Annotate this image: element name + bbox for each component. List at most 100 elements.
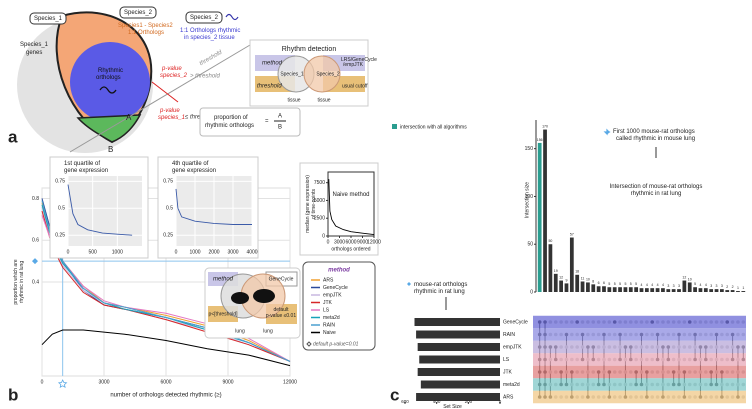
line: Species_1 bbox=[20, 42, 49, 48]
bar bbox=[687, 282, 692, 292]
orthologs-label: Species1 - Species2 1:1 Orthologs bbox=[118, 23, 173, 36]
line: Species1 - Species2 bbox=[118, 23, 173, 29]
legend-label: Naive bbox=[323, 330, 336, 336]
value-label: 19 bbox=[554, 269, 558, 273]
legend-swatch bbox=[392, 124, 397, 129]
line: Naive method bbox=[332, 192, 369, 198]
default: default p-value ≤0.01 bbox=[266, 307, 296, 319]
line: proportion which are bbox=[13, 259, 19, 305]
methods-list: LRS/GeneCycle/empJTK bbox=[341, 57, 377, 68]
value-label: 4 bbox=[705, 283, 707, 287]
value-label: 3 bbox=[721, 284, 723, 288]
value-label: 3 bbox=[678, 284, 680, 288]
line: Intersection of mouse-rat orthologs bbox=[610, 184, 703, 190]
value-label: 4 bbox=[657, 283, 659, 287]
method-diagram: method GeneCycle p<[threshold] default p-… bbox=[204, 267, 301, 339]
star-marker bbox=[57, 379, 68, 389]
x-tick-label: 4000 bbox=[246, 249, 257, 255]
bar bbox=[596, 286, 601, 292]
value-label: 18 bbox=[575, 270, 579, 274]
region-b: B bbox=[108, 145, 113, 154]
tissue: tissue bbox=[287, 97, 300, 103]
species-label: Species_2 bbox=[124, 10, 153, 16]
value-label: 6 bbox=[603, 281, 605, 285]
line: Rhythmic bbox=[98, 68, 123, 74]
value-label: 3 bbox=[716, 284, 718, 288]
bar bbox=[602, 286, 606, 292]
bar bbox=[553, 273, 558, 292]
line: p-value ≤0.01 bbox=[266, 313, 296, 319]
bar bbox=[416, 393, 500, 401]
bar bbox=[677, 289, 681, 292]
value-label: 2 bbox=[732, 285, 734, 289]
value-label: 12 bbox=[682, 275, 686, 279]
x-axis-label: orthologs ordered bbox=[331, 246, 370, 252]
y-tick-label: 0.25 bbox=[163, 233, 173, 239]
series-line bbox=[41, 329, 291, 367]
series-line bbox=[175, 188, 252, 225]
matrix-row bbox=[533, 315, 746, 329]
pvalue-2: p-value species_2 bbox=[160, 66, 188, 79]
annotation: First 1000 mouse-rat orthologs called rhy… bbox=[613, 129, 695, 142]
value-label: 10 bbox=[688, 277, 692, 281]
value-label: 4 bbox=[651, 283, 653, 287]
line: gene expression bbox=[64, 168, 108, 174]
matrix-row bbox=[533, 328, 746, 341]
bar bbox=[655, 288, 660, 292]
upset-annotations: First 1000 mouse-rat orthologs called rhy… bbox=[407, 128, 703, 310]
region-a: A bbox=[126, 113, 132, 122]
matrix-row bbox=[533, 390, 746, 404]
diamond-marker bbox=[32, 258, 38, 265]
y-tick-label: 0.75 bbox=[163, 179, 173, 185]
bar bbox=[703, 288, 708, 292]
line: rhythmic in rat lung bbox=[631, 191, 682, 197]
line: p-value bbox=[161, 66, 182, 72]
annotation: Intersection of mouse-rat orthologs rhyth… bbox=[610, 184, 703, 197]
line: species_1 bbox=[158, 115, 185, 121]
matrix-row bbox=[533, 378, 746, 391]
bar bbox=[720, 289, 724, 292]
genecycle: GeneCycle bbox=[269, 276, 294, 282]
bar bbox=[564, 283, 569, 292]
proportion: proportion of rhythmic orthologs bbox=[205, 115, 254, 129]
species-label: Species_2 bbox=[190, 15, 219, 21]
y-tick-label: 7500 bbox=[314, 180, 325, 186]
rhythmic-orthologs: Rhythmic orthologs bbox=[96, 68, 123, 81]
x-tick-label: 3000 bbox=[227, 249, 238, 255]
bar bbox=[693, 287, 697, 292]
plot-area bbox=[68, 176, 142, 246]
bar bbox=[671, 289, 676, 292]
legend-label: LS bbox=[323, 307, 330, 313]
rhythm-icon bbox=[225, 13, 239, 21]
x-tick-label: 400 bbox=[433, 399, 441, 404]
rat-icon bbox=[253, 289, 275, 303]
value-label: 5 bbox=[614, 282, 616, 286]
line: median (gene expression) bbox=[305, 175, 311, 233]
value-label: 170 bbox=[542, 124, 548, 128]
x-tick-label: 6000 bbox=[345, 239, 356, 245]
line: in species_2 tissue bbox=[184, 35, 235, 41]
line: 1:1 Orthologs bbox=[128, 30, 164, 36]
value-label: 5 bbox=[635, 282, 637, 286]
bar bbox=[725, 290, 730, 292]
value-label: 4 bbox=[646, 283, 648, 287]
y-tick-label: 0 bbox=[530, 289, 533, 295]
matrix-row bbox=[533, 365, 746, 379]
bar bbox=[644, 288, 649, 292]
numerator: A bbox=[278, 114, 282, 120]
method: method bbox=[213, 277, 234, 283]
y-tick-label: 0.25 bbox=[55, 233, 65, 239]
legend-title: method bbox=[328, 268, 350, 274]
line: p-value bbox=[159, 108, 180, 114]
x-tick-label: 9000 bbox=[222, 379, 233, 385]
set-label: meta2d bbox=[503, 382, 520, 388]
set-label: RAIN bbox=[503, 332, 515, 338]
diamond-icon bbox=[407, 282, 411, 286]
value-label: 4 bbox=[699, 283, 701, 287]
value-label: 4 bbox=[641, 283, 643, 287]
legend-label: empJTK bbox=[323, 292, 342, 298]
value-label: 9 bbox=[565, 278, 567, 282]
panel-label: b bbox=[8, 385, 18, 404]
bar bbox=[417, 368, 500, 376]
chart-title: 4th quartile of gene expression bbox=[172, 161, 216, 174]
